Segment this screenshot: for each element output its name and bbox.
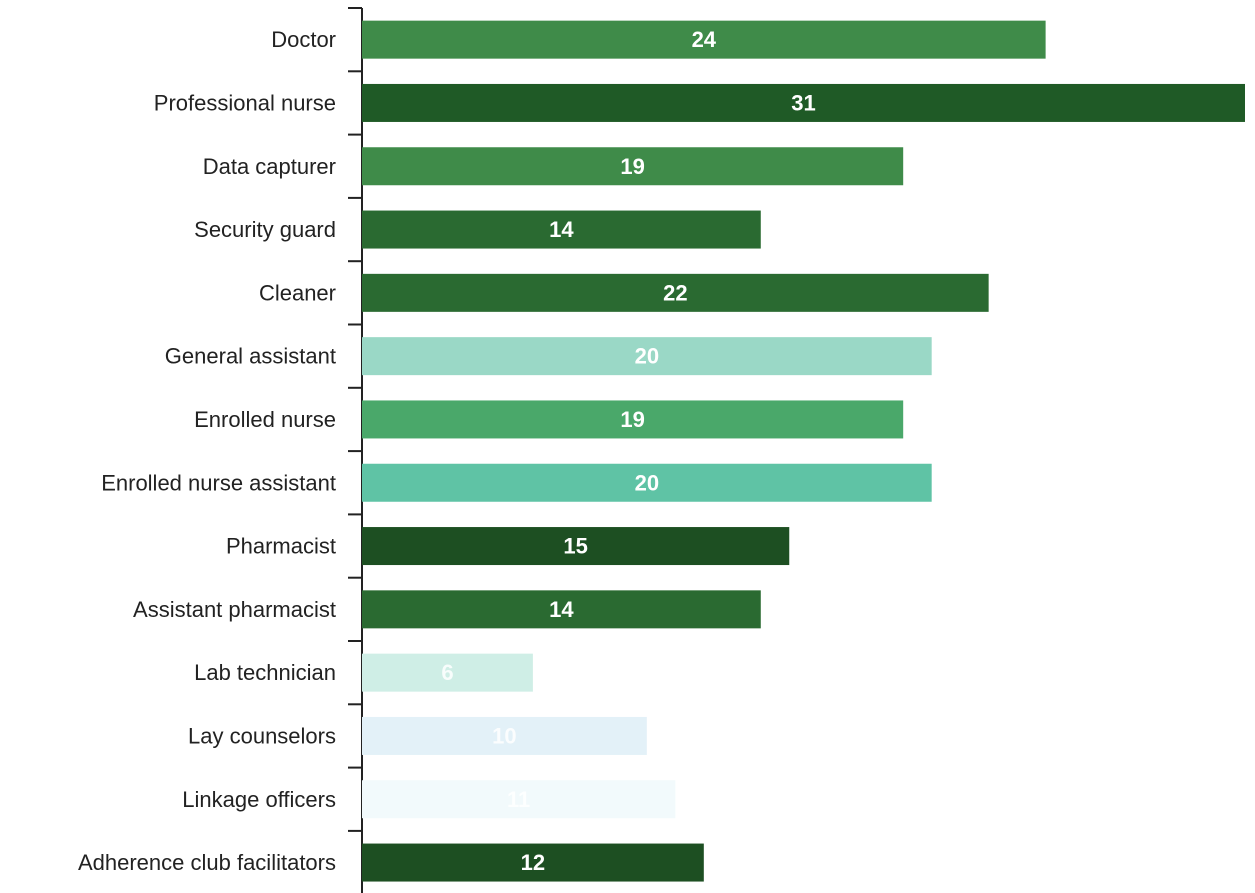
category-label: Doctor [271,27,336,52]
data-label: 31 [791,90,815,115]
category-axis [348,7,363,893]
data-label: 14 [549,597,574,622]
data-label: 22 [663,280,687,305]
category-label: Enrolled nurse [194,407,336,432]
data-label: 15 [563,534,587,559]
bar [362,527,790,566]
category-label: Lab technician [194,660,336,685]
bar [362,653,533,692]
category-label: Adherence club facilitators [78,850,336,875]
category-label: General assistant [165,344,336,369]
category-label: Security guard [194,217,336,242]
bar [362,780,676,819]
data-label: 11 [507,787,530,812]
data-label: 19 [620,154,644,179]
value-labels: 24 31 19 14 22 20 19 20 15 14 6 10 11 12 [441,27,815,875]
category-label: Enrolled nurse assistant [101,470,336,495]
category-label: Lay counselors [188,723,336,748]
category-label: Assistant pharmacist [133,597,336,622]
bar [362,400,904,439]
data-label: 14 [549,217,574,242]
bar [362,147,904,186]
bars [362,20,1245,882]
category-label: Cleaner [259,280,336,305]
category-labels: Doctor Professional nurse Data capturer Sec… [78,27,336,875]
data-label: 10 [492,723,516,748]
bar [362,83,1245,122]
bar [362,716,647,755]
bar [362,337,932,376]
bar [362,210,761,249]
category-label: Pharmacist [226,534,336,559]
bar [362,20,1046,59]
category-label: Data capturer [203,154,336,179]
data-label: 20 [635,470,659,495]
bar [362,463,932,502]
bar [362,273,989,312]
bar [362,590,761,629]
data-label: 19 [620,407,644,432]
category-label: Linkage officers [182,787,336,812]
data-label: 20 [635,344,659,369]
bar [362,843,704,882]
data-label: 24 [692,27,717,52]
category-label: Professional nurse [154,90,336,115]
data-label: 6 [441,660,453,685]
data-label: 12 [521,850,545,875]
